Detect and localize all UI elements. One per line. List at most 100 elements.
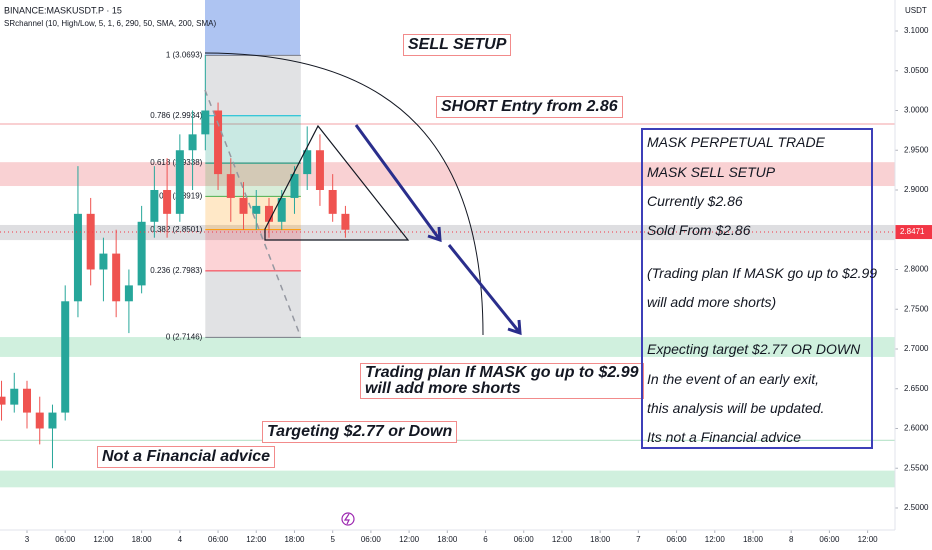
note-line: Its not a Financial advice <box>647 429 802 445</box>
fib-label: 0.382 (2.8501) <box>150 225 202 234</box>
x-tick-label: 3 <box>25 535 30 544</box>
y-tick-label: 2.9000 <box>904 185 929 194</box>
y-tick-label: 2.6500 <box>904 384 929 393</box>
symbol-title: BINANCE:MASKUSDT.P · 15 <box>4 5 122 15</box>
trade-note: MASK PERPETUAL TRADE MASK SELL SETUP Curre… <box>641 128 877 449</box>
sr-zone <box>0 470 895 488</box>
candle-body <box>99 253 108 270</box>
x-tick-label: 06:00 <box>667 535 688 544</box>
y-tick-label: 2.5500 <box>904 463 929 472</box>
candle-body <box>303 150 312 175</box>
arrow <box>354 124 442 241</box>
x-tick-label: 06:00 <box>208 535 229 544</box>
candle-body <box>214 110 223 175</box>
y-tick-label: 3.1000 <box>904 26 929 35</box>
y-tick-label: 2.8000 <box>904 265 929 274</box>
fib-label: 1 (3.0693) <box>166 51 203 60</box>
arrow-head <box>507 319 522 336</box>
candle-body <box>328 189 337 214</box>
note-line: In the event of an early exit, <box>647 371 819 387</box>
candle-body <box>201 110 210 135</box>
annotation: Targeting $2.77 or Down <box>262 421 458 443</box>
fib-label: 0.236 (2.7983) <box>150 266 202 275</box>
x-tick-label: 8 <box>789 535 794 544</box>
candle-body <box>188 134 197 151</box>
annotation-line: Trading plan If MASK go up to $2.99 <box>365 364 639 381</box>
event-icon-bolt <box>343 513 350 525</box>
y-tick-label: 2.5000 <box>904 503 929 512</box>
note-line: Sold From $2.86 <box>647 222 751 238</box>
note-line: Currently $2.86 <box>647 193 743 209</box>
annotation: Trading plan If MASK go up to $2.99 will… <box>360 363 644 399</box>
candle-body <box>61 301 70 413</box>
y-tick-label: 2.6000 <box>904 424 929 433</box>
fib-zone <box>205 270 301 338</box>
time-highlight <box>205 0 300 55</box>
y-tick-label: 3.0500 <box>904 66 929 75</box>
x-tick-label: 18:00 <box>437 535 458 544</box>
y-tick-label: 2.7000 <box>904 344 929 353</box>
candle-body <box>10 388 19 405</box>
sr-zone <box>0 162 895 187</box>
x-tick-label: 7 <box>636 535 641 544</box>
candle-body <box>73 213 82 302</box>
fib-zone <box>205 229 301 271</box>
fib-label: 0 (2.7146) <box>166 332 203 341</box>
x-tick-label: 06:00 <box>361 535 382 544</box>
candle-body <box>277 197 286 222</box>
candle-body <box>239 197 248 214</box>
x-tick-label: 5 <box>330 535 335 544</box>
x-tick-label: 12:00 <box>552 535 573 544</box>
x-tick-label: 18:00 <box>284 535 305 544</box>
annotation: Not a Financial advice <box>97 446 276 468</box>
candle-body <box>226 174 235 198</box>
note-line: MASK PERPETUAL TRADE <box>647 134 825 150</box>
candle-body <box>341 213 350 230</box>
candle-body <box>163 189 172 214</box>
y-tick-label: 3.0000 <box>904 106 929 115</box>
x-tick-label: 6 <box>483 535 488 544</box>
candle-body <box>112 253 121 302</box>
last-price-tag <box>895 225 932 240</box>
fib-label: 0.786 (2.9934) <box>150 111 202 120</box>
candle-body <box>23 388 32 413</box>
sr-zone <box>0 337 895 357</box>
candle-body <box>48 412 57 429</box>
last-price-label: 2.8471 <box>900 227 925 236</box>
candle-body <box>124 285 133 302</box>
y-tick-label: 2.9500 <box>904 145 929 154</box>
note-line: this analysis will be updated. <box>647 400 825 416</box>
note-line: Expecting target $2.77 OR DOWN <box>647 341 861 357</box>
candle-body <box>175 150 184 214</box>
y-tick-label: 2.7500 <box>904 304 929 313</box>
candle-body <box>35 412 44 429</box>
x-tick-label: 12:00 <box>399 535 420 544</box>
drawings <box>204 52 522 526</box>
arrow-head <box>427 226 442 243</box>
x-tick-label: 12:00 <box>858 535 879 544</box>
annotation: SELL SETUP <box>403 34 512 56</box>
candle-body <box>252 205 261 214</box>
event-icon[interactable] <box>341 512 355 526</box>
x-tick-label: 12:00 <box>93 535 114 544</box>
arrow <box>447 244 522 334</box>
note-line: will add more shorts) <box>647 294 777 310</box>
x-tick-label: 06:00 <box>55 535 76 544</box>
candle-body <box>290 174 299 198</box>
plot-area <box>0 54 895 469</box>
x-tick-label: 18:00 <box>743 535 764 544</box>
candle-body <box>86 213 95 270</box>
x-tick-label: 18:00 <box>590 535 611 544</box>
sr-zone <box>0 224 895 241</box>
candle-body <box>264 205 273 222</box>
x-tick-label: 06:00 <box>819 535 840 544</box>
candle-body <box>0 396 6 405</box>
note-line: (Trading plan If MASK go up to $2.99 <box>647 265 878 281</box>
candle-body <box>315 150 324 190</box>
x-tick-label: 06:00 <box>514 535 535 544</box>
x-tick-label: 4 <box>178 535 183 544</box>
triangle-drawing <box>264 124 410 241</box>
x-tick-label: 12:00 <box>705 535 726 544</box>
note-line: MASK SELL SETUP <box>647 164 776 180</box>
